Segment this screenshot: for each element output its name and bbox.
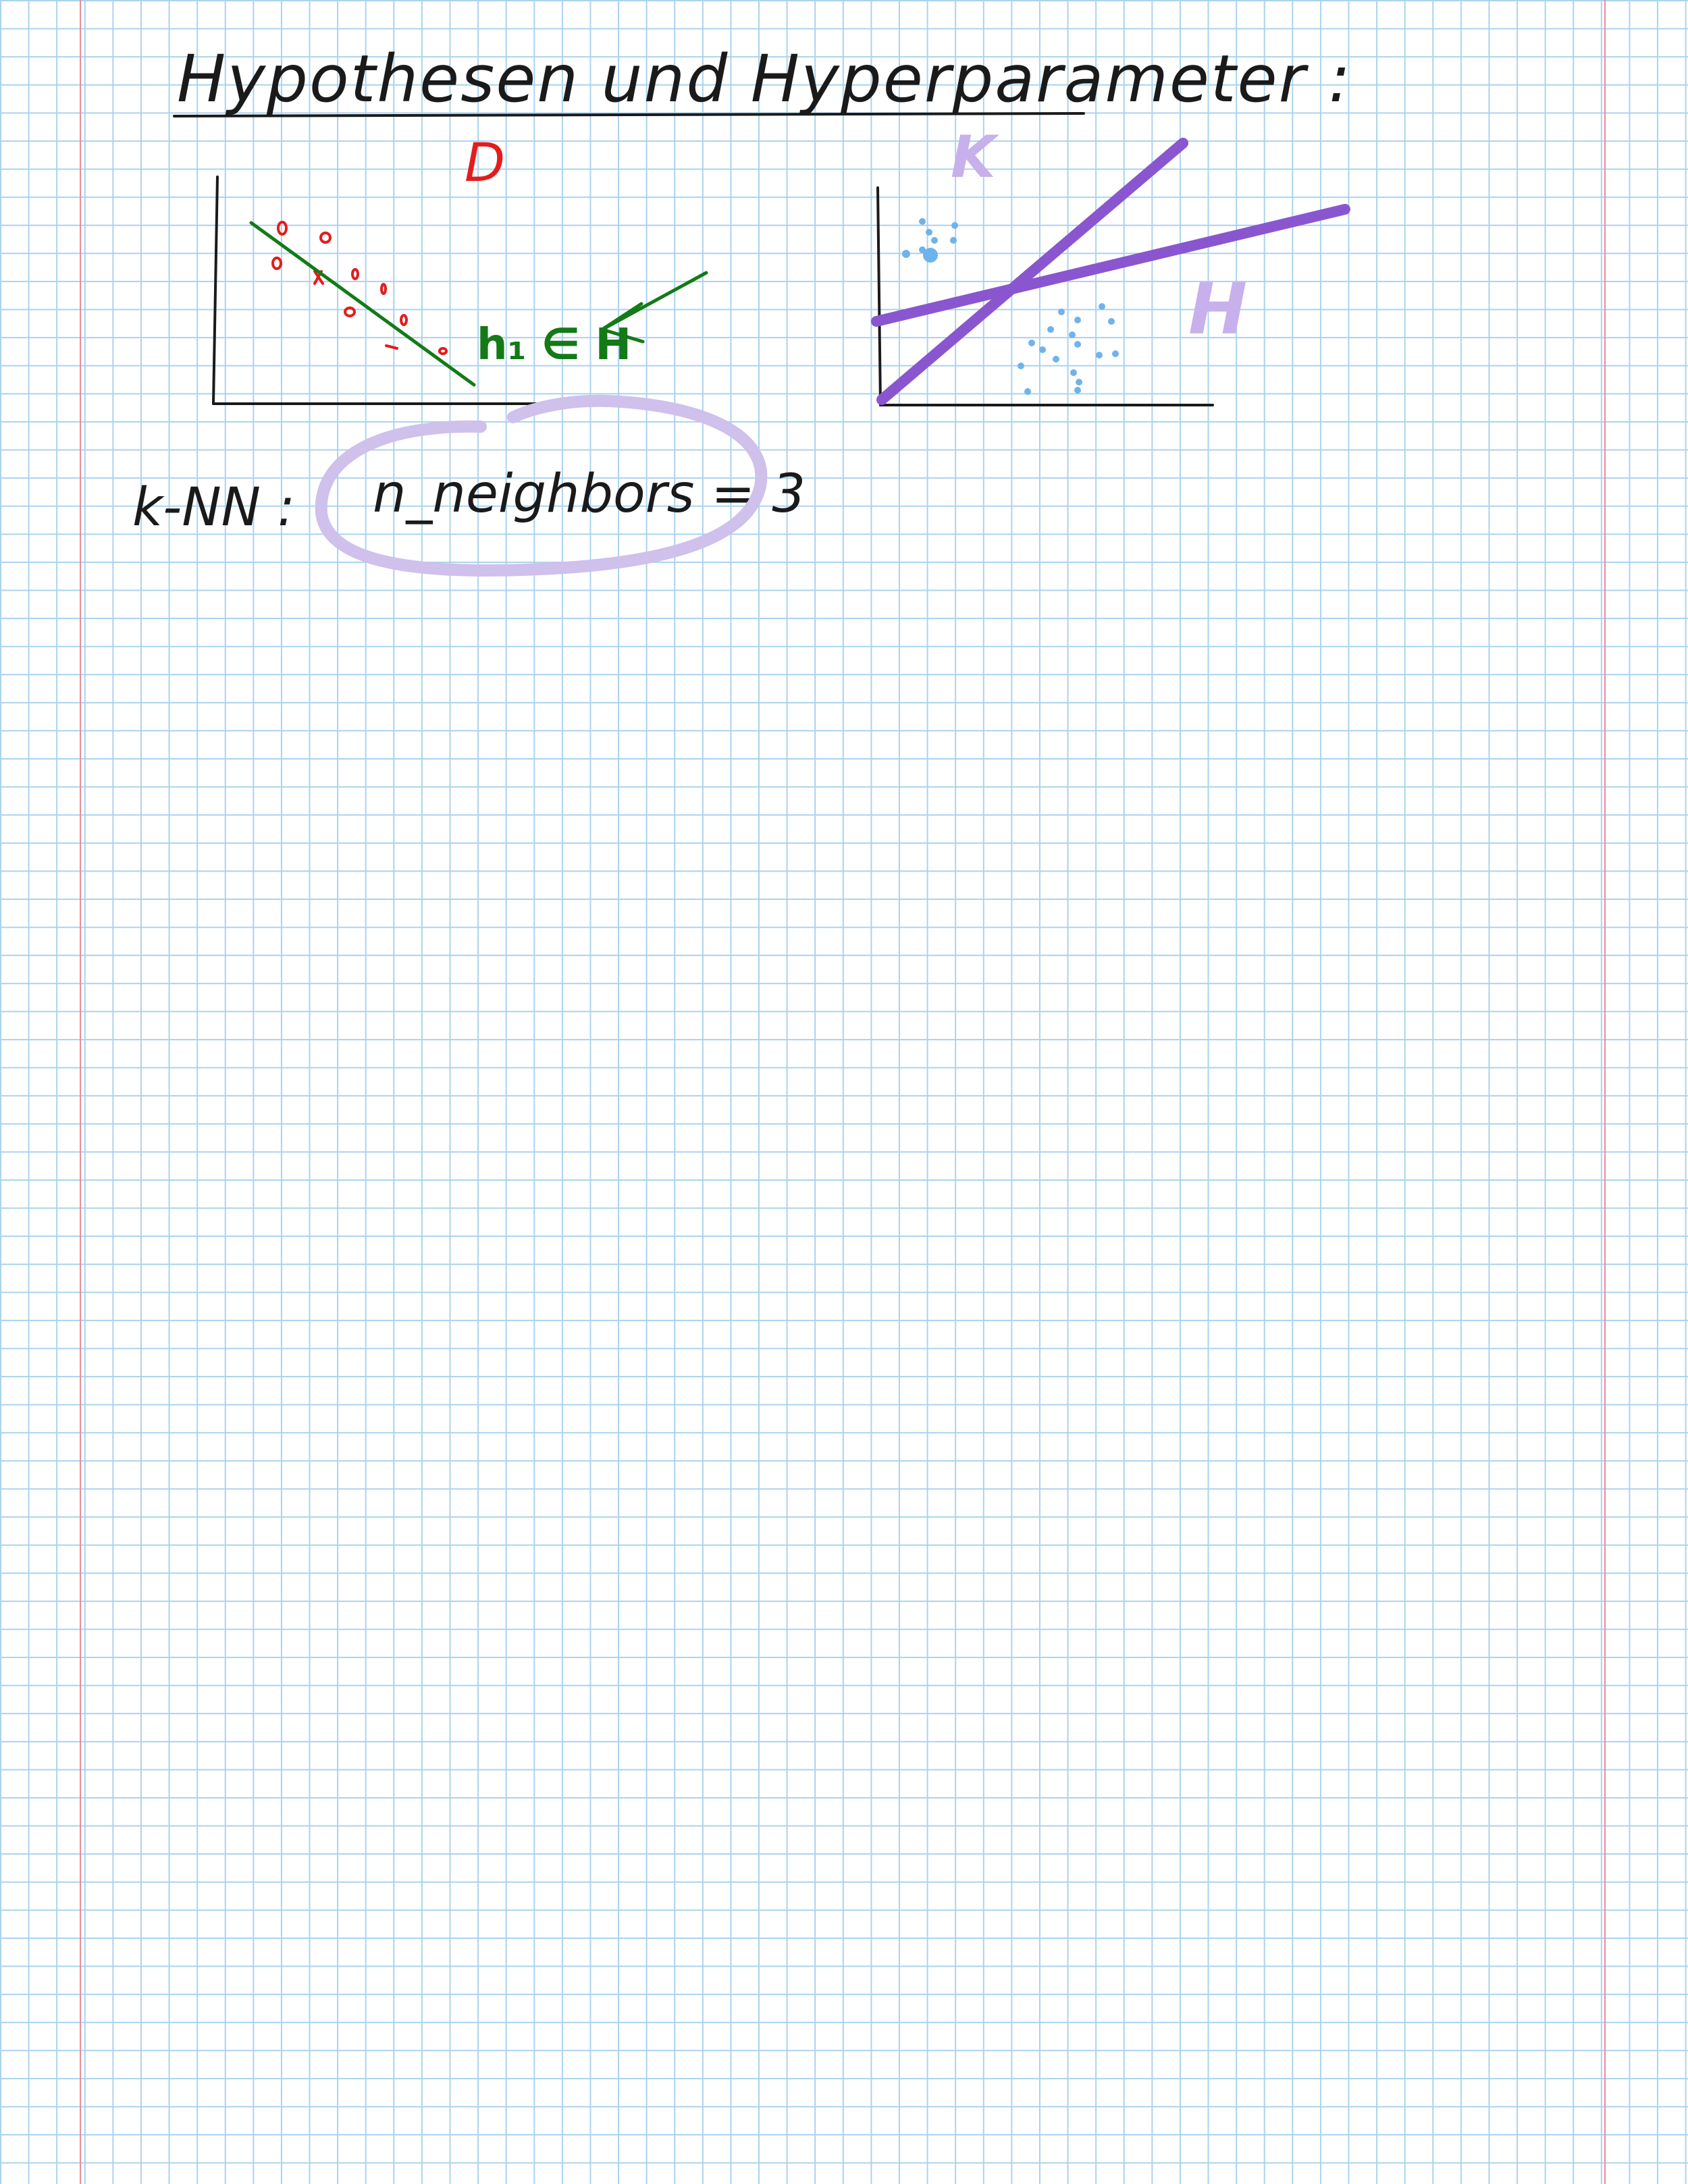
right-y-axis [876, 186, 882, 406]
knn-parameter: n_neighbors = 3 [373, 464, 806, 525]
hypothesis-line [249, 221, 476, 387]
k-label: K [951, 124, 999, 191]
hypothesis-arrow-icon [600, 271, 708, 344]
cluster-points-lower [1018, 303, 1119, 395]
dataset-label: D [465, 133, 505, 194]
right-margin-line [1604, 0, 1606, 2184]
left-margin-line [80, 0, 81, 2184]
hypothesis-space-label: H [1188, 268, 1247, 350]
title-underline [173, 112, 1085, 117]
left-sketch: D h₁ ∈ H [212, 133, 708, 405]
dataset-points [271, 221, 448, 355]
knn-label: k-NN : [132, 477, 295, 538]
right-sketch: K [871, 124, 1350, 406]
left-y-axis [212, 176, 219, 405]
highlight-circle [315, 394, 768, 577]
hypothesis-line-steep [876, 138, 1188, 405]
cluster-points-upper [902, 218, 958, 263]
hypothesis-line-flat [871, 204, 1350, 327]
knn-section: k-NN : n_neighbors = 3 [132, 394, 806, 577]
page-title: Hypothesen und Hyperparameter : [177, 41, 1352, 117]
